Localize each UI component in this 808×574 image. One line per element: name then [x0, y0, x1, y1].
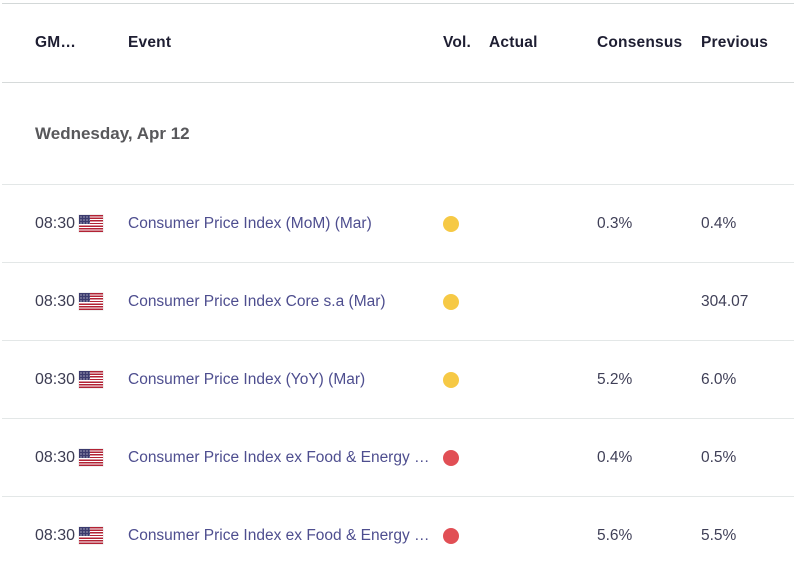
- previous-value: 0.4%: [701, 214, 737, 232]
- column-header-consensus: Consensus: [597, 34, 683, 51]
- event-name-link[interactable]: Consumer Price Index Core s.a (Mar): [128, 292, 386, 310]
- consensus-value: 5.2%: [597, 370, 633, 388]
- event-time: 08:30: [35, 370, 76, 388]
- previous-value: 0.5%: [701, 448, 737, 466]
- volatility-dot-icon: [443, 527, 459, 544]
- economic-calendar-table: GM… Event Vol. Actual Consensus Previous…: [2, 3, 794, 574]
- table-row[interactable]: 08:30 Consumer Price Index (MoM) (Mar) 0…: [2, 185, 794, 263]
- column-header-gmt: GM…: [35, 34, 77, 51]
- event-time: 08:30: [35, 214, 76, 232]
- consensus-value: 0.3%: [597, 214, 633, 232]
- us-flag-icon: [79, 449, 103, 466]
- previous-value: 5.5%: [701, 526, 737, 544]
- event-name-link[interactable]: Consumer Price Index (YoY) (Mar): [128, 370, 366, 388]
- volatility-dot-icon: [443, 449, 459, 466]
- consensus-value: 5.6%: [597, 526, 633, 544]
- table-row[interactable]: 08:30 Consumer Price Index Core s.a (Mar…: [2, 263, 794, 341]
- table-row[interactable]: 08:30 Consumer Price Index ex Food & Ene…: [2, 419, 794, 497]
- volatility-dot-icon: [443, 293, 459, 310]
- previous-value: 6.0%: [701, 370, 737, 388]
- column-header-event: Event: [128, 34, 172, 51]
- date-group-header: Wednesday, Apr 12: [2, 83, 794, 185]
- column-header-vol: Vol.: [443, 34, 472, 51]
- previous-value: 304.07: [701, 292, 749, 310]
- column-header-actual: Actual: [489, 34, 538, 51]
- event-time: 08:30: [35, 526, 76, 544]
- consensus-value: 0.4%: [597, 448, 633, 466]
- event-name-link[interactable]: Consumer Price Index ex Food & Energy …: [128, 526, 430, 544]
- event-name-link[interactable]: Consumer Price Index ex Food & Energy …: [128, 448, 430, 466]
- us-flag-icon: [79, 215, 103, 232]
- event-name-link[interactable]: Consumer Price Index (MoM) (Mar): [128, 214, 372, 232]
- us-flag-icon: [79, 371, 103, 388]
- date-group-label: Wednesday, Apr 12: [35, 123, 190, 143]
- us-flag-icon: [79, 293, 103, 310]
- volatility-dot-icon: [443, 371, 459, 388]
- volatility-dot-icon: [443, 215, 459, 232]
- event-time: 08:30: [35, 448, 76, 466]
- event-time: 08:30: [35, 292, 76, 310]
- table-row[interactable]: 08:30 Consumer Price Index (YoY) (Mar) 5…: [2, 341, 794, 419]
- us-flag-icon: [79, 527, 103, 544]
- table-header-row: GM… Event Vol. Actual Consensus Previous: [2, 4, 794, 83]
- column-header-previous: Previous: [701, 34, 769, 51]
- table-row[interactable]: 08:30 Consumer Price Index ex Food & Ene…: [2, 497, 794, 574]
